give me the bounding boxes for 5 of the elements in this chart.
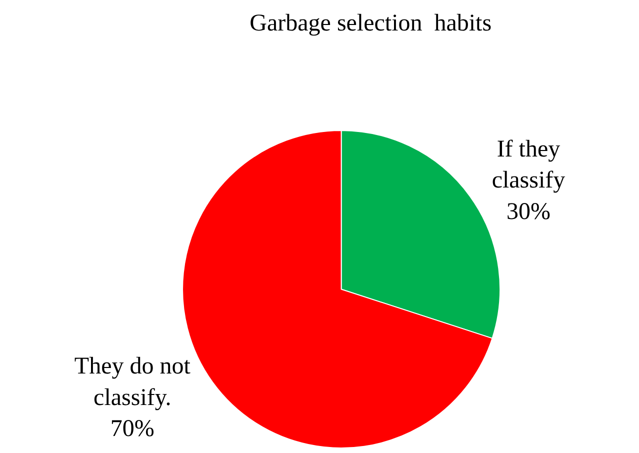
data-label: 70% (110, 416, 154, 442)
data-label: 30% (506, 198, 550, 225)
slice-label: They do not classify. (74, 354, 191, 411)
slice-label: If they classify (492, 136, 566, 194)
chart-title: Garbage selection habits (250, 10, 492, 36)
